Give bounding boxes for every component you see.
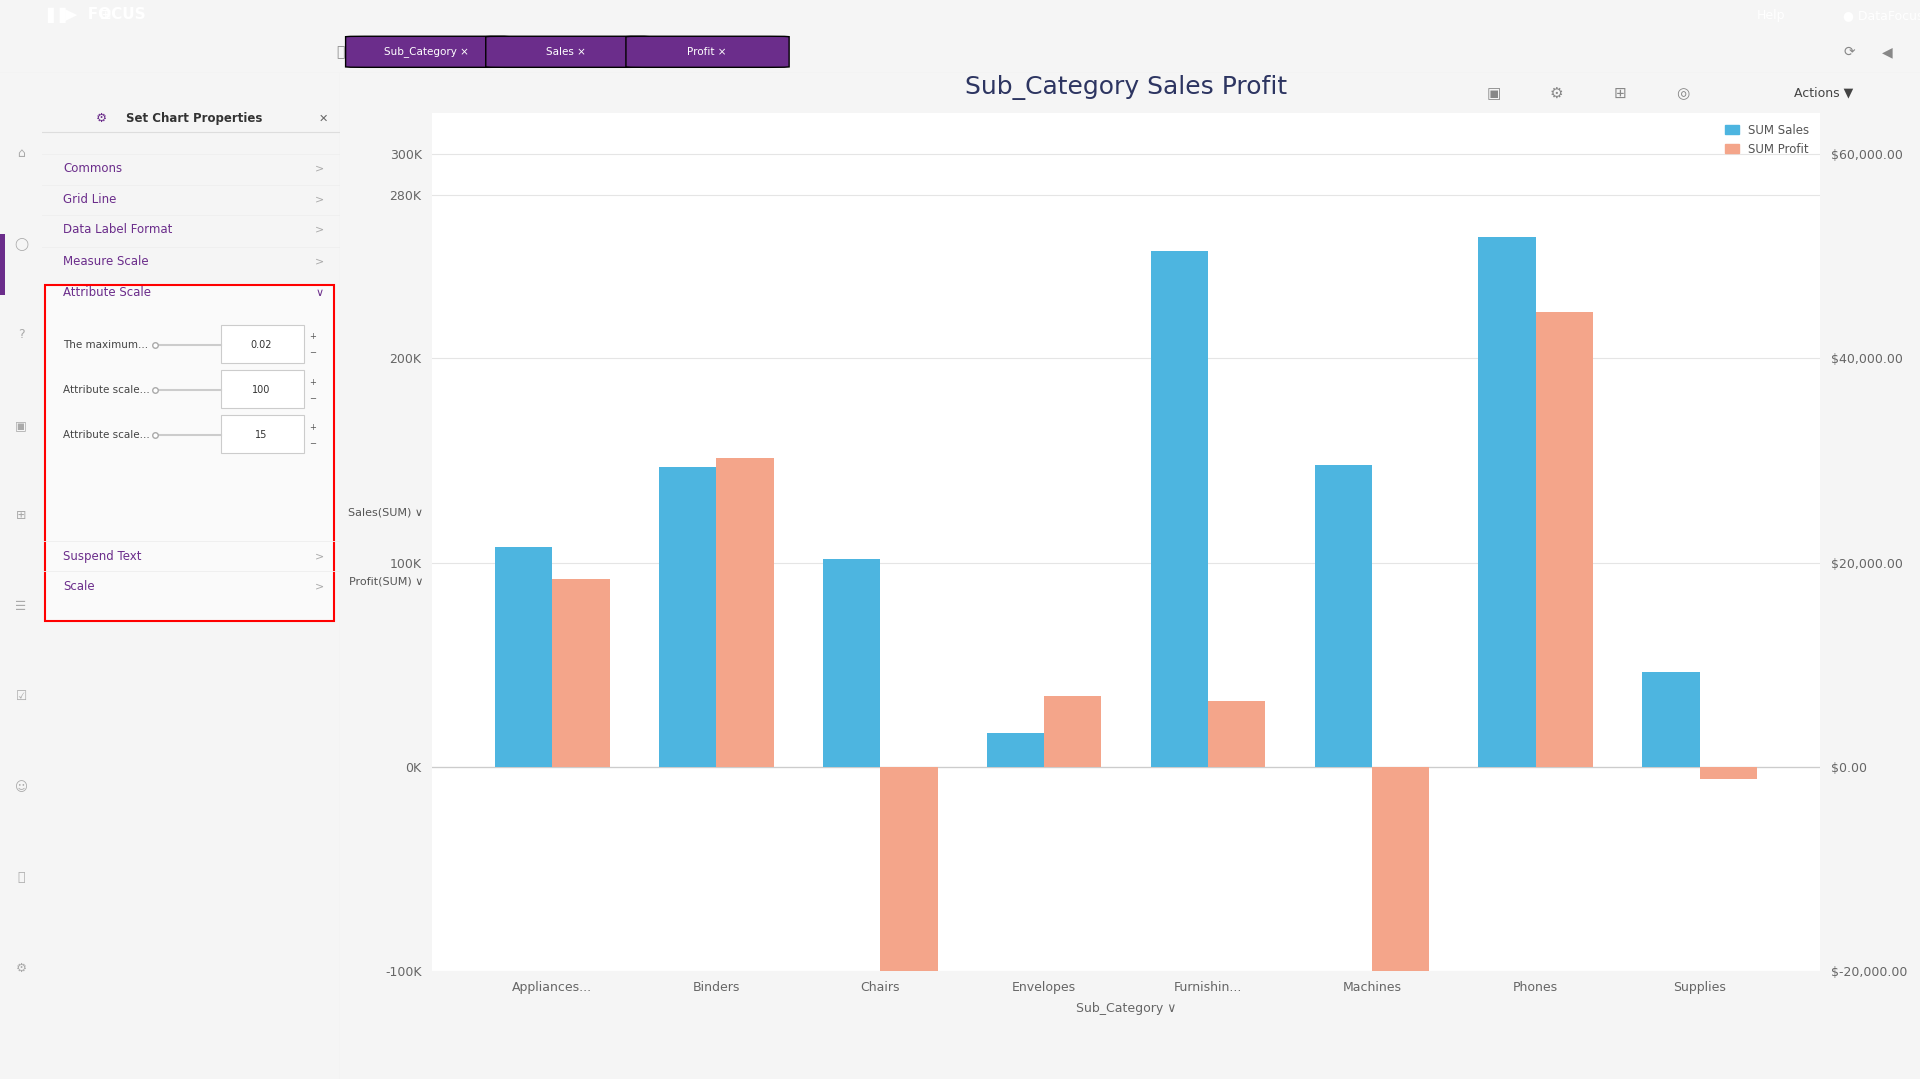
Text: >: > (315, 224, 324, 234)
Bar (879, 767, 937, 1034)
Bar (987, 734, 1044, 767)
Bar (659, 467, 716, 767)
FancyBboxPatch shape (221, 325, 303, 363)
Text: ☺: ☺ (15, 781, 27, 794)
Text: ◎: ◎ (1676, 86, 1690, 100)
Bar (1373, 767, 1428, 1079)
Text: +: + (309, 332, 317, 341)
Bar (716, 459, 774, 767)
Text: Set Chart Properties: Set Chart Properties (125, 112, 261, 125)
Text: >: > (315, 257, 324, 267)
Text: >: > (315, 551, 324, 561)
Text: >: > (315, 164, 324, 174)
Text: ▣: ▣ (15, 419, 27, 432)
Text: Commons: Commons (63, 163, 123, 176)
Text: ⟳: ⟳ (1843, 45, 1855, 58)
Bar (1536, 312, 1594, 767)
Text: Attribute scale...: Attribute scale... (63, 431, 150, 440)
Text: Actions ▼: Actions ▼ (1793, 86, 1853, 100)
Text: Measure Scale: Measure Scale (63, 255, 148, 268)
Text: ☑: ☑ (15, 691, 27, 704)
Bar (1208, 701, 1265, 767)
Text: Sales ×: Sales × (547, 46, 586, 57)
FancyBboxPatch shape (46, 285, 334, 622)
FancyBboxPatch shape (486, 37, 649, 67)
Text: Sales(SUM) ∨: Sales(SUM) ∨ (348, 507, 424, 517)
Text: Attribute scale...: Attribute scale... (63, 385, 150, 395)
Text: ⚙: ⚙ (1549, 86, 1563, 100)
Bar (1150, 251, 1208, 767)
FancyBboxPatch shape (346, 37, 509, 67)
Text: ⚙: ⚙ (15, 961, 27, 975)
X-axis label: Sub_Category ∨: Sub_Category ∨ (1075, 1002, 1177, 1015)
Bar (1478, 236, 1536, 767)
Text: ⌂: ⌂ (17, 148, 25, 161)
Text: Suspend Text: Suspend Text (63, 549, 142, 562)
Text: 100: 100 (252, 385, 271, 395)
Bar (1044, 696, 1102, 767)
Bar (495, 547, 553, 767)
FancyBboxPatch shape (626, 37, 789, 67)
Legend: SUM Sales, SUM Profit: SUM Sales, SUM Profit (1720, 119, 1814, 161)
Text: ⊞: ⊞ (15, 509, 27, 522)
Text: ◀: ◀ (1882, 45, 1893, 58)
FancyBboxPatch shape (221, 415, 303, 453)
FancyBboxPatch shape (221, 370, 303, 408)
Text: >: > (315, 194, 324, 204)
Text: ▣: ▣ (1486, 86, 1501, 100)
Text: The maximum...: The maximum... (63, 340, 148, 350)
Bar (824, 559, 879, 767)
Text: Help: Help (1757, 9, 1786, 22)
Text: ∨: ∨ (317, 288, 324, 298)
Text: Profit ×: Profit × (687, 46, 726, 57)
Text: Attribute Scale: Attribute Scale (63, 286, 152, 299)
Text: −: − (309, 394, 317, 402)
Text: ◯: ◯ (13, 237, 29, 250)
Text: ✕: ✕ (319, 113, 328, 124)
Text: ☰: ☰ (15, 600, 27, 613)
Text: Scale: Scale (63, 579, 94, 592)
Text: ⊞: ⊞ (100, 9, 111, 22)
Text: 0.02: 0.02 (250, 340, 273, 350)
Text: ● DataFocus ▼: ● DataFocus ▼ (1843, 9, 1920, 22)
Text: Grid Line: Grid Line (63, 192, 117, 206)
Text: ⊞: ⊞ (1613, 86, 1626, 100)
Bar (0, 234, 6, 295)
Text: 15: 15 (255, 431, 267, 440)
Text: Profit(SUM) ∨: Profit(SUM) ∨ (349, 577, 422, 587)
Text: −: − (309, 349, 317, 357)
Text: 〜: 〜 (17, 872, 25, 885)
Text: +: + (309, 378, 317, 386)
Text: ⚙: ⚙ (96, 112, 108, 125)
Bar (1699, 767, 1757, 779)
Text: Data Label Format: Data Label Format (63, 222, 173, 235)
Text: Sub_Category ×: Sub_Category × (384, 46, 468, 57)
Bar (1315, 465, 1373, 767)
Bar (553, 579, 611, 767)
Text: >: > (315, 582, 324, 591)
Text: ▐▐▶  FOCUS: ▐▐▶ FOCUS (42, 8, 146, 23)
Text: −: − (309, 439, 317, 448)
Text: +: + (309, 423, 317, 432)
Text: ?: ? (17, 328, 25, 341)
Text: 🔍: 🔍 (336, 45, 344, 58)
Bar (1642, 671, 1699, 767)
Title: Sub_Category Sales Profit: Sub_Category Sales Profit (966, 74, 1286, 100)
